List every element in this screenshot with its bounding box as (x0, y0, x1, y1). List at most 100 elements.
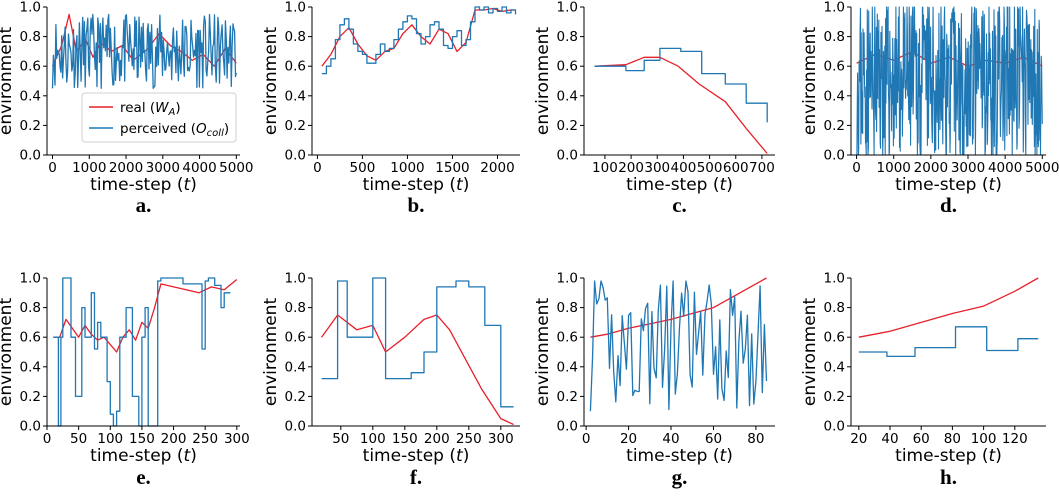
y-tick-label: 0.0 (285, 419, 306, 435)
perceived-series-line (51, 13, 237, 89)
chart-panel-a: 0.0 0.2 0.4 0.6 0.8 1.0 0 1000 2000 3000 4000 5000 t… (0, 0, 254, 217)
x-axis-label-var: t (989, 175, 997, 195)
x-tick-label: 20 (850, 431, 867, 447)
y-axis-label: environment (533, 298, 553, 407)
y-tick-label: 0.4 (20, 359, 41, 375)
y-tick-label: 0.4 (20, 88, 41, 104)
real-series-line (590, 277, 767, 338)
x-axis-label: time-step (t) (626, 175, 733, 195)
chart-panel-b: 0.0 0.2 0.4 0.6 0.8 1.0 0 500 1000 1500 2000 time-s… (261, 0, 520, 217)
x-tick-label: 100 (971, 431, 997, 447)
y-tick-label: 0.4 (824, 88, 845, 104)
x-tick-label: 80 (944, 431, 961, 447)
y-tick-label: 0.2 (824, 389, 845, 405)
x-tick-label: 50 (70, 431, 87, 447)
y-tick-label: 0.0 (20, 419, 41, 435)
panel-label: c. (672, 193, 687, 217)
legend-box (81, 92, 237, 143)
x-axis-label: time-step (t) (363, 446, 470, 466)
x-tick-label: 20 (620, 431, 637, 447)
real-series-line (321, 7, 516, 67)
y-tick-label: 0.4 (285, 359, 306, 375)
x-axis-label-var: t (456, 446, 464, 466)
x-axis-label-var: t (720, 175, 728, 195)
panel-label: d. (940, 193, 957, 217)
perceived-series-line (321, 6, 517, 75)
y-tick-label: 0.4 (824, 359, 845, 375)
y-tick-label: 0.0 (557, 148, 578, 164)
y-tick-label: 1.0 (20, 0, 41, 16)
x-tick-label: 0 (43, 431, 52, 447)
x-tick-label: 600 (723, 160, 749, 176)
y-tick-label: 0.0 (824, 419, 845, 435)
x-tick-label: 300 (488, 431, 514, 447)
perceived-series-line (321, 277, 514, 408)
y-axis-label: environment (261, 298, 281, 407)
y-tick-label: 0.6 (20, 59, 41, 75)
x-tick-label: 300 (644, 160, 670, 176)
legend-perceived-label-symbol: O (196, 121, 207, 137)
y-tick-label: 0.8 (557, 29, 578, 45)
y-tick-label: 0.2 (20, 389, 41, 405)
panel-label: e. (136, 465, 151, 489)
legend-perceived-label: perceived (Ocoll) (120, 121, 229, 139)
legend-perceived-label-close: ) (224, 121, 229, 137)
y-tick-label: 0.2 (824, 118, 845, 134)
x-axis-label: time-step (t) (895, 446, 1002, 466)
x-tick-label: 0 (313, 160, 322, 176)
x-tick-label: 100 (97, 431, 123, 447)
y-axis-label: environment (800, 27, 820, 136)
real-series-line (594, 56, 768, 154)
y-tick-label: 0.2 (285, 118, 306, 134)
chart-panel-g: 0.0 0.2 0.4 0.6 0.8 1.0 0 20 40 60 80 time-step (t)… (533, 271, 775, 489)
y-tick-label: 1.0 (285, 271, 306, 287)
y-tick-label: 0.4 (285, 88, 306, 104)
x-tick-label: 60 (913, 431, 930, 447)
x-tick-label: 1000 (390, 160, 424, 176)
y-tick-label: 0.2 (557, 118, 578, 134)
y-tick-label: 0.6 (557, 59, 578, 75)
x-tick-label: 3000 (146, 160, 180, 176)
x-tick-label: 120 (1002, 431, 1028, 447)
x-tick-label: 0 (582, 431, 591, 447)
y-tick-label: 1.0 (824, 271, 845, 287)
panel-label: b. (408, 193, 425, 217)
y-axis-label: environment (261, 27, 281, 136)
x-tick-label: 250 (456, 431, 482, 447)
x-tick-label: 200 (618, 160, 644, 176)
y-tick-label: 0.8 (557, 300, 578, 316)
x-axis-label: time-step (t) (626, 446, 733, 466)
chart-panel-h: 0.0 0.2 0.4 0.6 0.8 1.0 20 40 60 80 100 120time-ste… (800, 271, 1046, 489)
x-axis-label: time-step (t) (363, 175, 470, 195)
x-tick-label: 700 (749, 160, 775, 176)
x-axis-label: time-step (t) (90, 175, 197, 195)
y-tick-label: 0.6 (20, 330, 41, 346)
x-axis-label: time-step (t) (90, 446, 197, 466)
y-axis-label: environment (800, 298, 820, 407)
x-tick-label: 0 (48, 160, 57, 176)
x-axis-label-var: t (720, 446, 728, 466)
chart-panel-e: 0.0 0.2 0.4 0.6 0.8 1.0 0 50 100 150 200 250 300 time… (0, 271, 250, 490)
y-tick-label: 0.6 (824, 330, 845, 346)
y-tick-label: 0.6 (824, 59, 845, 75)
x-tick-label: 40 (881, 431, 898, 447)
y-axis-label: environment (0, 27, 16, 136)
x-axis-label-var: t (184, 175, 192, 195)
y-tick-label: 0.6 (285, 330, 306, 346)
y-axis-label: environment (0, 298, 16, 407)
x-tick-label: 100 (592, 160, 618, 176)
y-tick-label: 1.0 (824, 0, 845, 16)
real-series-line (321, 314, 514, 426)
x-tick-label: 40 (662, 431, 679, 447)
x-tick-label: 4000 (182, 160, 216, 176)
y-axis-label: environment (533, 27, 553, 136)
y-tick-label: 0.0 (824, 148, 845, 164)
x-tick-label: 150 (129, 431, 155, 447)
x-tick-label: 2000 (914, 160, 948, 176)
x-tick-label: 60 (705, 431, 722, 447)
x-axis-label: time-step (t) (895, 175, 1002, 195)
y-tick-label: 0.6 (557, 330, 578, 346)
legend-real-label: real (WA) (120, 100, 181, 118)
chart-panel-f: 0.0 0.2 0.4 0.6 0.8 1.0 50 100 150 200 250 300 time-… (261, 271, 520, 489)
